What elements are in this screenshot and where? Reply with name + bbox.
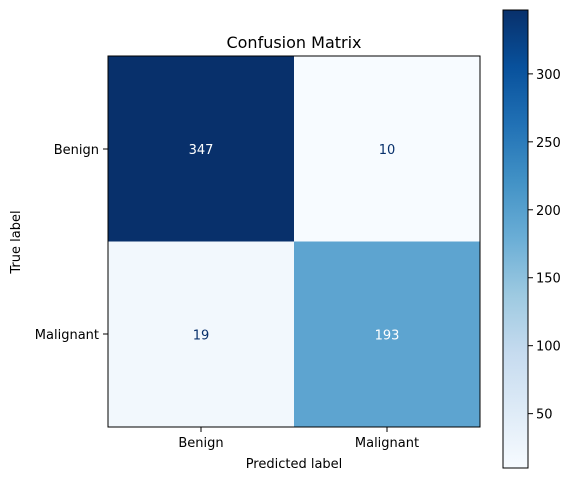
heatmap-cell-0-0 <box>108 56 294 242</box>
colorbar-tick-label-150: 150 <box>536 272 561 287</box>
y-tick-label-benign: Benign <box>54 143 99 158</box>
y-tick-label-malignant: Malignant <box>35 328 99 343</box>
colorbar-frame <box>502 9 529 469</box>
x-axis-title: Predicted label <box>246 457 343 472</box>
heatmap-cell-value-0-0: 347 <box>189 143 214 158</box>
chart-title: Confusion Matrix <box>226 33 361 52</box>
colorbar-tick-label-200: 200 <box>536 204 561 219</box>
x-tick-label-malignant: Malignant <box>355 436 419 451</box>
colorbar-tick-label-50: 50 <box>536 408 553 423</box>
colorbar-gradient <box>503 10 528 468</box>
heatmap-cell-1-1 <box>294 241 480 427</box>
heatmap-cell-1-0 <box>108 241 294 427</box>
y-axis-ticks: Benign Malignant <box>35 143 108 343</box>
heatmap-frame <box>107 55 481 428</box>
colorbar-tick-label-300: 300 <box>536 68 561 83</box>
x-tick-label-benign: Benign <box>178 436 223 451</box>
colorbar-ticks: 50 100 150 200 250 300 <box>528 68 561 423</box>
heatmap-cell-value-0-1: 10 <box>379 143 396 158</box>
heatmap-cells: 347 10 19 193 <box>108 56 480 427</box>
x-axis-ticks: Benign Malignant <box>178 427 419 451</box>
heatmap-cell-value-1-0: 19 <box>193 328 210 343</box>
heatmap-cell-value-1-1: 193 <box>375 328 400 343</box>
y-axis-title: True label <box>9 210 24 274</box>
heatmap-cell-0-1 <box>294 56 480 242</box>
colorbar-tick-label-100: 100 <box>536 340 561 355</box>
colorbar-tick-label-250: 250 <box>536 136 561 151</box>
